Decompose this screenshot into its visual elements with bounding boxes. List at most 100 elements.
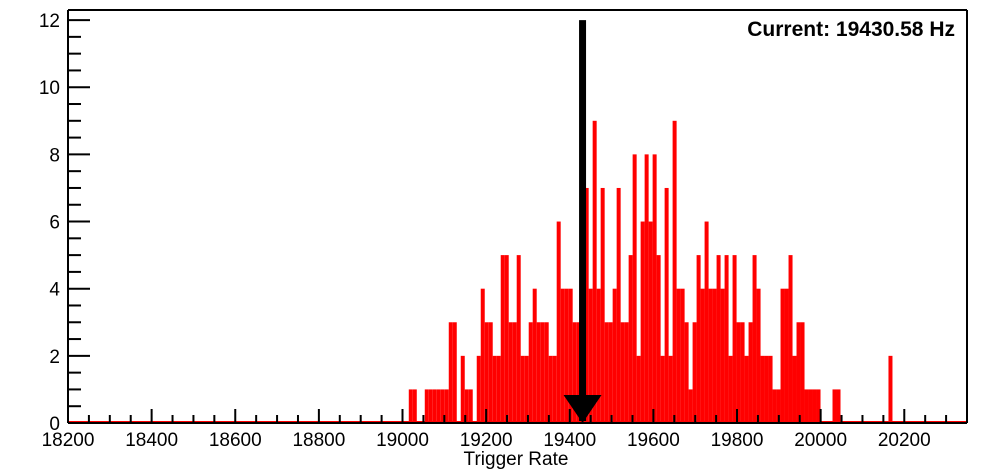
x-tick-label: 19400 (543, 430, 596, 451)
histogram-bar (496, 355, 501, 423)
x-tick-labels: 18200 18400 18600 18800 19000 19200 19400 19600… (42, 430, 931, 451)
histogram-bar (800, 322, 805, 423)
histogram-bar (536, 322, 541, 423)
histogram-bar (668, 355, 673, 423)
histogram-bar (808, 389, 813, 423)
histogram-bar (708, 288, 713, 423)
histogram-bar (548, 355, 553, 423)
histogram-bar (652, 154, 657, 423)
histogram-bar (816, 389, 821, 423)
current-value-marker (563, 20, 602, 423)
histogram-bar (620, 322, 625, 423)
histogram-bar (484, 322, 489, 423)
x-tick-label: 19200 (460, 430, 513, 451)
histogram-bar (644, 154, 649, 423)
histogram-bar (720, 288, 725, 423)
histogram-bar (716, 255, 721, 423)
histogram-bar (600, 187, 605, 423)
histogram-bar (616, 187, 621, 423)
x-tick-label: 19000 (376, 430, 429, 451)
histogram-bar (648, 221, 653, 423)
histogram-bar (540, 322, 545, 423)
x-axis-title: Trigger Rate (464, 449, 569, 470)
histogram-bar (508, 322, 513, 423)
histogram-bar (532, 288, 537, 423)
plot-frame (67, 9, 968, 424)
histogram-bar (744, 355, 749, 423)
histogram-bar (660, 355, 665, 423)
histogram-bar (692, 322, 697, 423)
histogram-bar (576, 322, 581, 423)
histogram-bar (504, 255, 509, 423)
histogram-bar (724, 255, 729, 423)
histogram-bar (552, 355, 557, 423)
histogram-bar (524, 355, 529, 423)
histogram-bar (624, 322, 629, 423)
histogram-bar (500, 255, 505, 423)
histogram-bar (412, 389, 417, 423)
y-tick-label: 6 (49, 213, 60, 234)
histogram-bar (676, 288, 681, 423)
histogram-bar (728, 355, 733, 423)
histogram-bar (740, 322, 745, 423)
histogram-bar (788, 255, 793, 423)
histogram-bar (704, 221, 709, 423)
histogram-bar (768, 355, 773, 423)
axis-ticks (67, 19, 968, 424)
histogram-bar (444, 389, 449, 423)
histogram-bar (464, 389, 469, 423)
x-tick-label: 18800 (292, 430, 345, 451)
x-tick-label: 18200 (42, 430, 95, 451)
histogram-bar (640, 221, 645, 423)
histogram-bar (588, 288, 593, 423)
x-tick-label: 20000 (794, 430, 847, 451)
y-tick-label: 0 (49, 414, 60, 435)
histogram-bar (408, 389, 413, 423)
current-value-annotation: Current: 19430.58 Hz (747, 18, 955, 41)
histogram-bar (560, 288, 565, 423)
histogram-bar (684, 322, 689, 423)
histogram-bar (688, 389, 693, 423)
histogram-bar (428, 389, 433, 423)
histogram-bar (520, 355, 525, 423)
histogram-bar (448, 322, 453, 423)
histogram-bar (776, 389, 781, 423)
x-tick-label: 18400 (125, 430, 178, 451)
y-tick-label: 12 (39, 11, 60, 32)
histogram-bar (436, 389, 441, 423)
histogram-bar (480, 288, 485, 423)
y-tick-label: 4 (49, 280, 60, 301)
histogram-bar (736, 322, 741, 423)
histogram-bar (712, 288, 717, 423)
histogram-bar (612, 288, 617, 423)
histogram-bar (672, 120, 677, 424)
histogram-bar (432, 389, 437, 423)
x-tick-label: 20200 (878, 430, 931, 451)
histogram-bar (424, 389, 429, 423)
histogram-bar (636, 355, 641, 423)
histogram-bar (812, 389, 817, 423)
histogram-bar (544, 322, 549, 423)
histogram-bar (700, 288, 705, 423)
histogram-bar (608, 322, 613, 423)
histogram-bar (732, 255, 737, 423)
histogram-bar (748, 322, 753, 423)
histogram-bar (680, 288, 685, 423)
histogram-bar (632, 154, 637, 423)
histogram-bar (760, 355, 765, 423)
histogram-bar (516, 255, 521, 423)
x-tick-label: 19600 (627, 430, 680, 451)
histogram-bar (584, 187, 589, 423)
marker-arrowhead (563, 395, 602, 423)
histogram-bar (488, 322, 493, 423)
y-tick-label: 10 (39, 78, 60, 99)
histogram-bar (452, 322, 457, 423)
y-tick-label: 8 (49, 145, 60, 166)
histogram-bar (772, 389, 777, 423)
histogram-bar (832, 389, 837, 423)
histogram-bar (784, 288, 789, 423)
histogram-bar (440, 389, 445, 423)
histogram-bar (888, 355, 893, 423)
